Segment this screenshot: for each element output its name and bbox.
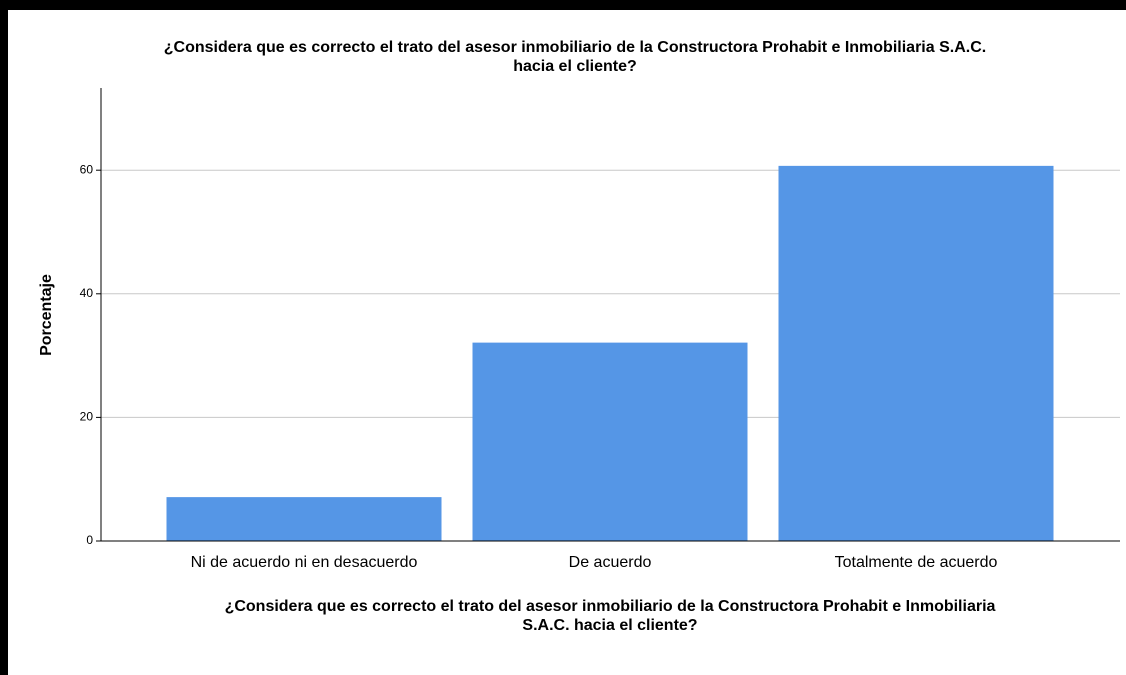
y-tick-label: 40 — [80, 286, 94, 300]
y-tick-label: 0 — [86, 533, 93, 547]
y-axis-title: Porcentaje — [38, 274, 55, 356]
frame-left — [0, 0, 8, 675]
x-tick-label: Totalmente de acuerdo — [835, 554, 998, 571]
x-axis-title: S.A.C. hacia el cliente? — [522, 617, 697, 634]
x-axis-title: ¿Considera que es correcto el trato del … — [225, 598, 996, 615]
x-tick-label: De acuerdo — [569, 554, 652, 571]
x-tick-label: Ni de acuerdo ni en desacuerdo — [191, 554, 418, 571]
frame-top — [0, 0, 1126, 10]
bar — [778, 165, 1054, 542]
chart-title: hacia el cliente? — [513, 58, 637, 75]
bar — [472, 342, 748, 541]
y-tick-label: 20 — [80, 410, 94, 424]
y-tick-label: 60 — [80, 162, 94, 176]
chart-title: ¿Considera que es correcto el trato del … — [164, 39, 986, 56]
bar — [166, 497, 442, 541]
